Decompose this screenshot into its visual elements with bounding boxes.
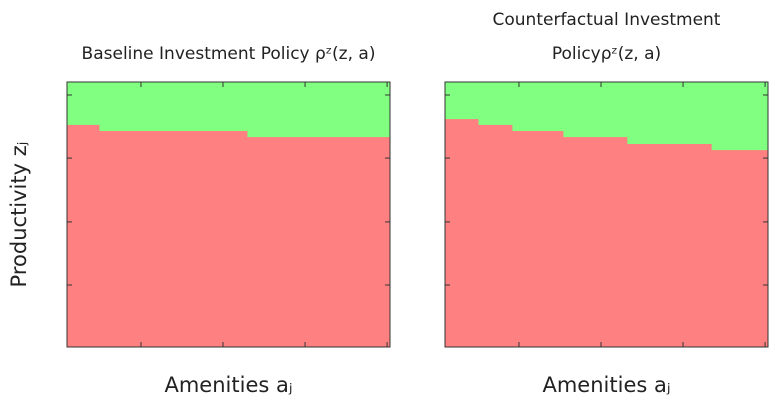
policy-region <box>67 124 100 348</box>
policy-region <box>477 124 513 348</box>
plot-frame <box>66 81 391 348</box>
policy-region <box>711 150 769 347</box>
y-axis-label: Productivity zⱼ <box>7 142 31 288</box>
x-axis-label: Amenities aⱼ <box>542 373 670 397</box>
policy-region <box>626 144 712 347</box>
x-axis-label: Amenities aⱼ <box>164 373 292 397</box>
policy-region <box>445 119 479 347</box>
policy-region <box>511 131 564 347</box>
chart-title: Policyρᶻ(z, a) <box>552 44 661 64</box>
plot-frame <box>444 81 769 348</box>
chart-title: Baseline Investment Policy ρᶻ(z, a) <box>82 44 376 64</box>
policy-region <box>562 137 628 347</box>
policy-region <box>98 131 248 347</box>
policy-region <box>246 137 391 347</box>
chart-title: Counterfactual Investment <box>493 10 721 30</box>
